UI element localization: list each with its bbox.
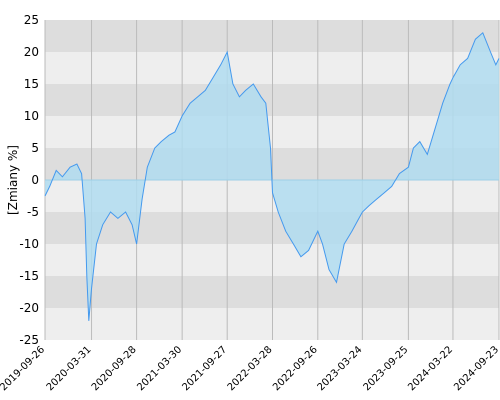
- y-tick-label: 20: [24, 45, 39, 59]
- y-tick-label: 25: [24, 13, 39, 27]
- y-tick-label: -10: [19, 237, 39, 251]
- x-tick-label: 2022-09-26: [271, 344, 320, 393]
- y-tick-label: -20: [19, 301, 39, 315]
- x-axis-ticks: 2019-09-262020-03-312020-09-282021-03-30…: [0, 344, 500, 393]
- x-tick-label: 2023-09-25: [362, 344, 411, 393]
- x-tick-label: 2024-09-23: [452, 344, 500, 393]
- y-tick-label: -15: [19, 269, 39, 283]
- x-tick-label: 2021-09-27: [180, 344, 229, 393]
- x-tick-label: 2023-03-24: [316, 344, 365, 393]
- x-tick-label: 2020-03-31: [45, 344, 94, 393]
- x-tick-label: 2024-03-22: [406, 344, 455, 393]
- x-tick-label: 2022-03-28: [226, 344, 275, 393]
- y-tick-label: -5: [27, 205, 39, 219]
- series-line: [44, 31, 500, 321]
- y-tick-label: 15: [24, 77, 39, 91]
- y-tick-label: 10: [24, 109, 39, 123]
- y-tick-label: -25: [19, 333, 39, 347]
- x-tick-label: 2019-09-26: [0, 344, 47, 393]
- y-axis-label: [Zmiany %]: [6, 145, 20, 215]
- x-tick-label: 2021-03-30: [135, 344, 184, 393]
- y-axis-ticks: 25 20 15 10 5 0 -5 -10 -15 -20 -25: [19, 13, 39, 347]
- y-tick-label: 5: [31, 141, 39, 155]
- y-tick-label: 0: [31, 173, 39, 187]
- x-tick-label: 2020-09-28: [90, 344, 139, 393]
- series-area: [45, 32, 499, 321]
